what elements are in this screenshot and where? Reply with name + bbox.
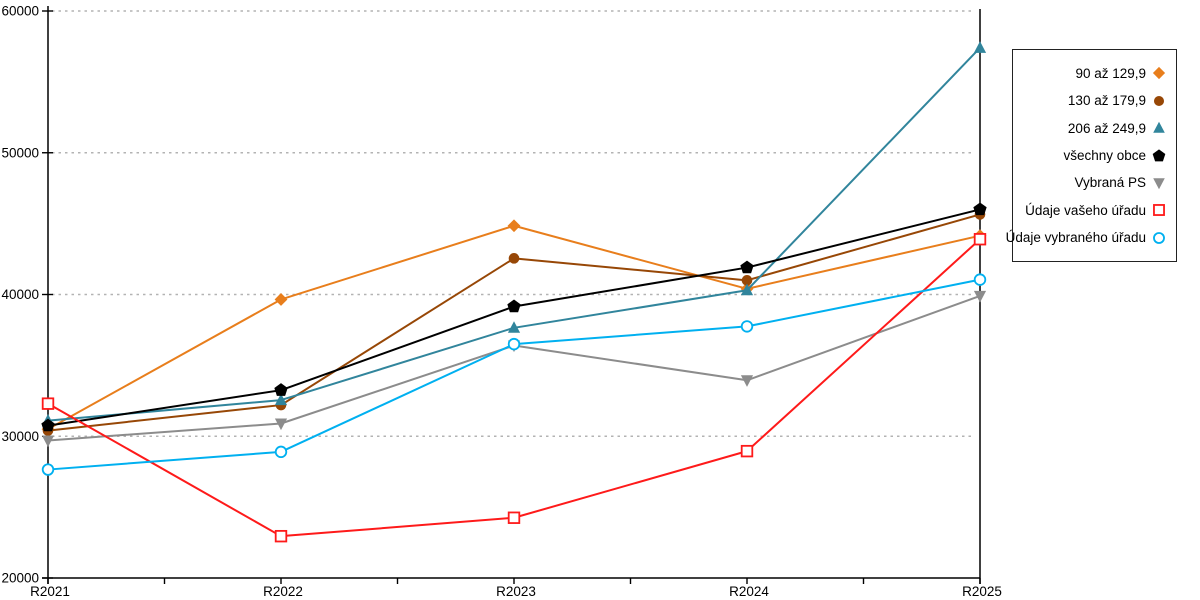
data-point-marker — [740, 283, 754, 296]
data-point-marker — [274, 445, 288, 459]
legend-item: všechny obce — [1017, 148, 1167, 164]
legend-item: 130 až 179,9 — [1017, 93, 1167, 109]
data-point-marker — [740, 260, 754, 274]
legend-item-label: 90 až 129,9 — [1075, 65, 1146, 81]
data-point-marker — [274, 383, 288, 396]
legend-item: 90 až 129,9 — [1017, 65, 1167, 81]
data-point-marker — [1153, 95, 1165, 106]
x-tick-label: R2022 — [263, 584, 303, 599]
data-point-marker — [1153, 204, 1165, 217]
data-point-marker — [973, 41, 987, 53]
data-point-marker — [508, 253, 520, 264]
x-tick-label: R2021 — [30, 584, 70, 599]
series-line — [47, 294, 981, 442]
series-triangle-up — [41, 41, 987, 426]
legend-item: Údaje vašeho úřadu — [1017, 202, 1167, 218]
legend-item-label: Údaje vašeho úřadu — [1025, 202, 1146, 218]
triangle-down-legend-icon — [1153, 178, 1165, 190]
triangle-up-legend-icon — [1153, 121, 1165, 133]
data-point-marker — [973, 290, 987, 303]
legend: 90 až 129,9 130 až 179,9 206 až 249,9 všech… — [1006, 49, 1177, 262]
circle-legend-icon — [1153, 95, 1165, 106]
data-point-marker — [740, 320, 754, 333]
diamond-legend-icon — [1152, 67, 1166, 80]
data-point-marker — [507, 219, 521, 233]
data-point-marker — [41, 397, 55, 410]
data-point-marker — [507, 299, 521, 313]
legend-item-label: všechny obce — [1063, 148, 1146, 163]
data-point-marker — [41, 435, 55, 448]
data-point-marker — [973, 202, 987, 216]
data-point-marker — [740, 444, 754, 458]
data-point-marker — [1153, 121, 1165, 133]
series-circle — [41, 273, 987, 476]
legend-item: Údaje vybraného úřadu — [1006, 230, 1167, 246]
series-square — [41, 233, 987, 543]
legend-item-label: 206 až 249,9 — [1067, 120, 1146, 136]
series-line — [47, 47, 981, 422]
series-line — [47, 238, 981, 538]
data-point-marker — [973, 273, 987, 286]
circle-legend-icon — [1153, 231, 1165, 244]
data-point-marker — [274, 418, 288, 431]
y-tick-label: 20000 — [1, 571, 39, 586]
y-tick-label: 60000 — [1, 4, 39, 19]
data-point-marker — [41, 463, 55, 476]
legend-item: 206 až 249,9 — [1017, 120, 1167, 136]
y-tick-label: 30000 — [1, 429, 39, 444]
y-tick-label: 40000 — [1, 287, 39, 302]
data-point-marker — [740, 375, 754, 387]
data-point-marker — [1153, 178, 1165, 190]
data-point-marker — [1152, 67, 1166, 80]
legend-item: Vybraná PS — [1017, 175, 1167, 191]
series-pentagon — [41, 202, 987, 432]
data-point-marker — [741, 275, 753, 286]
x-tick-label: R2024 — [729, 584, 769, 599]
data-point-marker — [1153, 231, 1165, 244]
y-tick-label: 50000 — [1, 145, 39, 160]
series-triangle-down — [41, 290, 987, 448]
pentagon-legend-icon — [1152, 148, 1166, 161]
data-point-marker — [274, 293, 288, 306]
data-point-marker — [1152, 148, 1166, 161]
data-point-marker — [973, 233, 987, 246]
data-point-marker — [507, 337, 521, 351]
series-line — [47, 208, 981, 427]
data-point-marker — [274, 393, 288, 406]
legend-item-label: Údaje vybraného úřadu — [1005, 230, 1146, 246]
square-legend-icon — [1153, 204, 1165, 217]
legend-item-label: 130 až 179,9 — [1067, 93, 1146, 109]
x-tick-label: R2025 — [962, 584, 1002, 599]
data-point-marker — [507, 321, 521, 333]
data-point-marker — [274, 529, 288, 543]
x-tick-label: R2023 — [496, 584, 536, 599]
data-point-marker — [41, 418, 55, 432]
data-point-marker — [507, 511, 521, 524]
legend-item-label: Vybraná PS — [1074, 175, 1146, 191]
